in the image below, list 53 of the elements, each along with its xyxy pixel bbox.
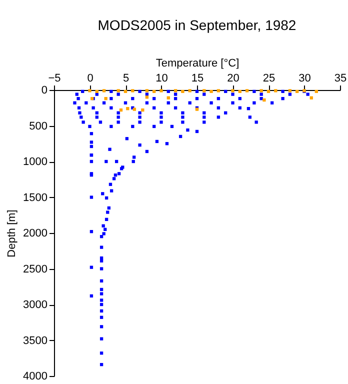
point bbox=[202, 89, 206, 92]
point bbox=[274, 89, 278, 92]
point bbox=[245, 89, 249, 92]
point bbox=[188, 89, 192, 92]
point bbox=[145, 96, 149, 99]
point bbox=[262, 98, 266, 102]
point bbox=[160, 89, 163, 92]
y-tick-label: 1000 bbox=[23, 156, 48, 168]
y-tick-label: 4000 bbox=[23, 370, 48, 382]
point bbox=[152, 90, 156, 94]
point bbox=[166, 96, 170, 100]
point bbox=[131, 89, 134, 92]
point bbox=[104, 97, 108, 100]
x-tick-label: −5 bbox=[48, 72, 61, 84]
x-tick-label: 25 bbox=[262, 72, 276, 84]
point bbox=[260, 89, 263, 92]
x-tick-label: 15 bbox=[191, 72, 204, 84]
chart-title: MODS2005 in September, 1982 bbox=[98, 17, 296, 33]
x-tick-label: 10 bbox=[156, 72, 168, 84]
y-tick-label: 2000 bbox=[23, 228, 48, 240]
point bbox=[102, 89, 106, 92]
point bbox=[126, 107, 130, 110]
x-tick-label: 20 bbox=[227, 72, 240, 84]
point bbox=[95, 90, 98, 94]
point bbox=[124, 90, 128, 94]
x-tick-label: 30 bbox=[298, 72, 311, 84]
y-tick-label: 2500 bbox=[23, 263, 48, 276]
point bbox=[181, 90, 184, 94]
point bbox=[210, 90, 213, 94]
point bbox=[231, 89, 234, 92]
point bbox=[216, 89, 220, 92]
y-tick-label: 3000 bbox=[23, 299, 48, 311]
point bbox=[266, 90, 270, 94]
x-axis-title: Temperature [°C] bbox=[156, 58, 240, 70]
point bbox=[116, 89, 120, 92]
point bbox=[296, 90, 299, 94]
point bbox=[174, 89, 178, 92]
point bbox=[238, 90, 242, 94]
y-tick-label: 0 bbox=[41, 84, 48, 96]
point bbox=[310, 96, 313, 100]
x-tick-label: 0 bbox=[87, 72, 94, 84]
y-tick-label: 1500 bbox=[23, 192, 48, 204]
point bbox=[119, 108, 123, 112]
point bbox=[141, 108, 144, 112]
x-tick-label: 35 bbox=[334, 72, 347, 84]
point bbox=[145, 89, 149, 92]
y-axis-title: Depth [m] bbox=[6, 210, 18, 258]
point bbox=[314, 90, 318, 94]
x-tick-label: 5 bbox=[122, 72, 130, 84]
y-tick-label: 500 bbox=[29, 120, 48, 132]
point bbox=[288, 89, 292, 92]
point bbox=[88, 89, 92, 92]
y-tick-label: 3500 bbox=[23, 334, 48, 347]
